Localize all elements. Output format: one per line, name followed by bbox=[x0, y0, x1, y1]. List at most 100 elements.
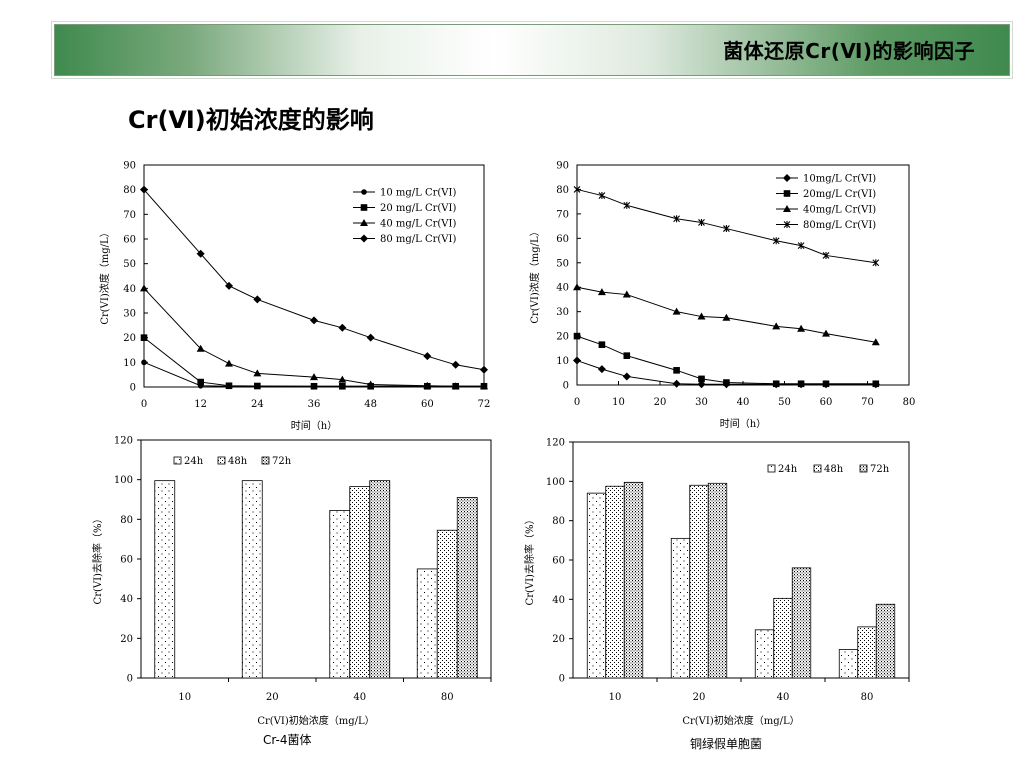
bar-24h bbox=[586, 492, 607, 679]
data-point bbox=[822, 380, 830, 388]
legend-entry: 10mg/L Cr(VI) bbox=[776, 174, 876, 185]
data-point bbox=[797, 380, 805, 388]
y-tick-label: 0 bbox=[559, 674, 565, 685]
legend-entry: 24h bbox=[767, 464, 798, 475]
y-tick-label: 100 bbox=[114, 475, 133, 486]
data-point bbox=[423, 352, 432, 361]
legend-label: 40 mg/L Cr(VI) bbox=[380, 219, 456, 230]
y-tick-label: 90 bbox=[556, 161, 569, 172]
legend-marker bbox=[360, 234, 368, 243]
data-point bbox=[140, 284, 148, 292]
data-point bbox=[573, 185, 581, 193]
x-tick-label: 40 bbox=[353, 692, 366, 703]
bar-48h bbox=[773, 597, 793, 679]
x-tick-label: 40 bbox=[737, 397, 750, 408]
legend-marker bbox=[360, 219, 368, 226]
bar-72h bbox=[791, 567, 812, 679]
y-axis-label: Cr(VI)去除率（%） bbox=[523, 515, 536, 606]
legend-marker bbox=[361, 189, 367, 195]
data-point bbox=[451, 360, 460, 369]
data-point bbox=[573, 283, 581, 291]
data-point bbox=[451, 382, 460, 390]
data-point bbox=[254, 382, 261, 390]
legend-label: 72h bbox=[870, 464, 890, 475]
data-point bbox=[697, 380, 706, 389]
legend-swatch bbox=[767, 464, 776, 473]
y-axis-label: Cr(VI)浓度（mg/L） bbox=[98, 227, 111, 324]
x-axis-label: Cr(VI)初始浓度（mg/L） bbox=[257, 714, 374, 727]
data-point bbox=[423, 381, 432, 389]
y-tick-label: 80 bbox=[556, 185, 569, 196]
legend-marker bbox=[360, 204, 368, 211]
data-point bbox=[622, 372, 631, 381]
bar-chart-pseudomonas: 0 20 40 60 80 100 120 10 20 40 80 Cr(VI)初始浓度（mg/L） C… bbox=[523, 438, 910, 727]
section-title: Cr(Ⅵ)初始浓度的影响 bbox=[128, 106, 374, 134]
line-chart-cr4: 0 10 20 30 40 50 60 70 80 90 0 12 24 36 48 60 72 时间（h） Cr(… bbox=[98, 161, 491, 433]
x-tick-label: 24 bbox=[251, 399, 264, 410]
legend-entry: 48h bbox=[217, 456, 248, 467]
bar-72h bbox=[707, 482, 728, 679]
legend-entry: 72h bbox=[859, 464, 890, 475]
x-tick-label: 50 bbox=[778, 397, 791, 408]
legend-label: 80 mg/L Cr(VI) bbox=[380, 234, 456, 245]
series-line bbox=[143, 287, 484, 387]
data-point bbox=[573, 356, 581, 365]
data-point bbox=[225, 382, 233, 390]
data-point bbox=[338, 323, 347, 332]
data-point bbox=[723, 379, 730, 386]
bar-48h bbox=[436, 529, 458, 679]
y-tick-label: 20 bbox=[552, 634, 565, 645]
caption-pseudomonas: 铜绿假单胞菌 bbox=[690, 737, 763, 751]
legend-marker bbox=[783, 190, 791, 197]
x-tick-label: 12 bbox=[194, 399, 207, 410]
bar-24h bbox=[754, 629, 775, 679]
data-point bbox=[253, 369, 262, 377]
y-tick-label: 30 bbox=[556, 307, 569, 318]
x-tick-label: 0 bbox=[574, 397, 580, 408]
x-tick-label: 20 bbox=[693, 692, 706, 703]
data-point bbox=[196, 249, 205, 258]
data-point bbox=[310, 382, 318, 390]
header-banner: 菌体还原Cr(Ⅵ)的影响因子 bbox=[51, 21, 1013, 79]
data-point bbox=[480, 365, 488, 374]
legend-label: 48h bbox=[824, 464, 844, 475]
line-chart-pseudomonas: 0 10 20 30 40 50 60 70 80 90 0 10 20 30 40 50 60 70 80 时间（h… bbox=[528, 161, 916, 431]
x-tick-label: 20 bbox=[654, 397, 667, 408]
legend-entry: 80mg/L Cr(VI) bbox=[776, 220, 876, 231]
y-tick-label: 70 bbox=[123, 210, 136, 221]
series-line bbox=[143, 189, 485, 371]
y-axis-label: Cr(VI)浓度（mg/L） bbox=[528, 226, 541, 323]
legend-label: 48h bbox=[228, 456, 248, 467]
y-tick-label: 10 bbox=[123, 358, 136, 369]
legend-marker bbox=[783, 221, 791, 228]
series-1 bbox=[573, 332, 880, 388]
series-line bbox=[576, 335, 876, 385]
x-axis-label: Cr(VI)初始浓度（mg/L） bbox=[682, 714, 799, 727]
data-point bbox=[598, 192, 606, 200]
data-point bbox=[196, 344, 205, 352]
data-point bbox=[366, 333, 375, 342]
bar-24h bbox=[670, 537, 691, 679]
series-3 bbox=[573, 185, 880, 267]
data-point bbox=[772, 322, 781, 330]
data-point bbox=[673, 367, 680, 374]
data-point bbox=[197, 378, 204, 386]
data-point bbox=[872, 380, 880, 388]
data-point bbox=[772, 380, 780, 388]
data-point bbox=[672, 307, 681, 315]
data-point bbox=[480, 382, 488, 390]
series-line bbox=[576, 286, 876, 343]
x-tick-label: 80 bbox=[861, 692, 874, 703]
x-tick-label: 80 bbox=[441, 692, 454, 703]
legend-entry: 72h bbox=[261, 456, 292, 467]
x-tick-label: 60 bbox=[820, 397, 833, 408]
data-point bbox=[871, 338, 880, 346]
x-tick-label: 80 bbox=[903, 397, 916, 408]
legend-swatch bbox=[261, 456, 270, 465]
data-point bbox=[310, 316, 318, 325]
data-point bbox=[797, 324, 806, 332]
x-tick-label: 72 bbox=[478, 399, 491, 410]
x-tick-label: 10 bbox=[178, 692, 191, 703]
series-2 bbox=[140, 284, 488, 390]
data-point bbox=[697, 312, 706, 320]
